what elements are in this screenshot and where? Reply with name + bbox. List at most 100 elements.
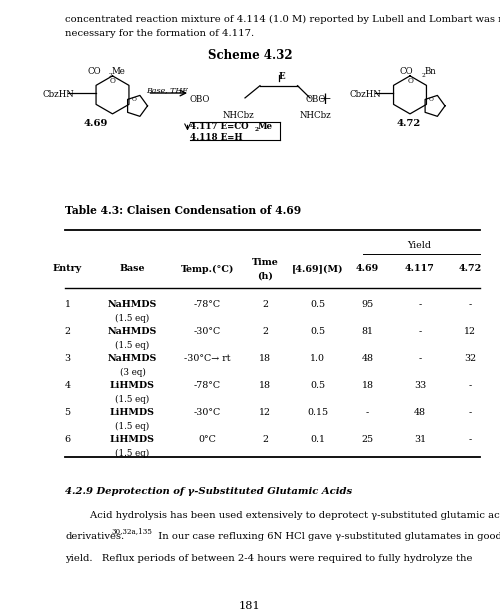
Text: NHCbz: NHCbz xyxy=(300,111,332,121)
Text: Acid hydrolysis has been used extensively to deprotect γ-substituted glutamic ac: Acid hydrolysis has been used extensivel… xyxy=(65,511,500,520)
Text: (1.5 eq): (1.5 eq) xyxy=(116,314,150,323)
Text: 2: 2 xyxy=(262,300,268,310)
Text: (1.5 eq): (1.5 eq) xyxy=(116,449,150,458)
Text: 2: 2 xyxy=(262,327,268,337)
Text: 95: 95 xyxy=(362,300,374,310)
Text: LiHMDS: LiHMDS xyxy=(110,381,155,390)
Text: 0.1: 0.1 xyxy=(310,435,325,444)
Text: 0°C: 0°C xyxy=(198,435,216,444)
Text: -30°C: -30°C xyxy=(194,408,221,417)
Text: 12: 12 xyxy=(259,408,271,417)
Text: Me: Me xyxy=(258,122,273,132)
Text: -: - xyxy=(468,408,471,417)
Text: NaHMDS: NaHMDS xyxy=(108,300,157,310)
Text: 0.5: 0.5 xyxy=(310,381,325,390)
Text: -30°C: -30°C xyxy=(194,327,221,337)
Text: E: E xyxy=(278,72,285,81)
Text: OBO: OBO xyxy=(305,95,326,104)
Text: Scheme 4.32: Scheme 4.32 xyxy=(208,49,292,62)
Text: O: O xyxy=(429,97,434,102)
Text: 181: 181 xyxy=(239,601,261,611)
Text: -78°C: -78°C xyxy=(194,381,221,390)
Text: 4.117: 4.117 xyxy=(405,264,435,274)
Text: O: O xyxy=(408,76,414,84)
Text: 25: 25 xyxy=(362,435,374,444)
Text: 3: 3 xyxy=(64,354,70,364)
Text: Base: Base xyxy=(120,264,145,274)
Text: [4.69](M): [4.69](M) xyxy=(292,264,343,274)
Text: 18: 18 xyxy=(259,381,271,390)
Text: -: - xyxy=(468,300,471,310)
Text: -: - xyxy=(468,381,471,390)
Text: 48: 48 xyxy=(362,354,374,364)
Text: Yield: Yield xyxy=(406,241,430,250)
Text: Me: Me xyxy=(112,67,126,76)
Text: 33: 33 xyxy=(414,381,426,390)
Text: 2: 2 xyxy=(109,73,113,78)
Text: 18: 18 xyxy=(259,354,271,364)
Text: (h): (h) xyxy=(257,271,273,280)
Text: concentrated reaction mixture of 4.114 (1.0 M) reported by Lubell and Lombart wa: concentrated reaction mixture of 4.114 (… xyxy=(65,15,500,24)
Text: 18: 18 xyxy=(362,381,374,390)
Text: CbzHN: CbzHN xyxy=(42,90,74,99)
Text: Temp.(°C): Temp.(°C) xyxy=(181,264,234,274)
Text: -78°C: -78°C xyxy=(194,300,221,310)
Text: LiHMDS: LiHMDS xyxy=(110,408,155,417)
Text: (3 eq): (3 eq) xyxy=(120,368,146,377)
Text: necessary for the formation of 4.117.: necessary for the formation of 4.117. xyxy=(65,29,254,39)
Text: 4: 4 xyxy=(64,381,70,390)
Text: 1.0: 1.0 xyxy=(310,354,325,364)
Text: 4.72: 4.72 xyxy=(458,264,481,274)
Text: 48: 48 xyxy=(414,408,426,417)
Text: 12: 12 xyxy=(464,327,476,337)
Text: (1.5 eq): (1.5 eq) xyxy=(116,395,150,404)
Text: 4.69: 4.69 xyxy=(84,119,108,129)
Text: -: - xyxy=(418,327,422,337)
Text: 0.5: 0.5 xyxy=(310,327,325,337)
Text: LiHMDS: LiHMDS xyxy=(110,435,155,444)
Text: O: O xyxy=(132,97,136,102)
Text: +: + xyxy=(318,91,332,108)
Text: 2: 2 xyxy=(255,127,259,132)
Text: 2: 2 xyxy=(262,435,268,444)
Text: 4.69: 4.69 xyxy=(356,264,379,274)
Text: 0.15: 0.15 xyxy=(307,408,328,417)
Text: OBO: OBO xyxy=(190,95,210,104)
Text: 4.117 E=CO: 4.117 E=CO xyxy=(190,122,248,132)
Text: Time: Time xyxy=(252,258,278,267)
Text: 2: 2 xyxy=(64,327,70,337)
Text: derivatives.: derivatives. xyxy=(65,532,124,542)
Text: Table 4.3: Claisen Condensation of 4.69: Table 4.3: Claisen Condensation of 4.69 xyxy=(65,205,301,216)
Text: yield.   Reflux periods of between 2-4 hours were required to fully hydrolyze th: yield. Reflux periods of between 2-4 hou… xyxy=(65,554,472,563)
Text: In our case refluxing 6N HCl gave γ-substituted glutamates in good: In our case refluxing 6N HCl gave γ-subs… xyxy=(152,532,500,542)
Text: Bn: Bn xyxy=(424,67,436,76)
Text: CbzHN: CbzHN xyxy=(350,90,382,99)
Text: 4.118 E=H: 4.118 E=H xyxy=(190,133,242,143)
Text: 4.72: 4.72 xyxy=(397,119,421,129)
Text: (1.5 eq): (1.5 eq) xyxy=(116,422,150,431)
Text: -: - xyxy=(418,354,422,364)
Text: 32: 32 xyxy=(464,354,476,364)
Text: Entry: Entry xyxy=(53,264,82,274)
Text: 4.2.9 Deprotection of γ-Substituted Glutamic Acids: 4.2.9 Deprotection of γ-Substituted Glut… xyxy=(65,487,352,496)
Text: -: - xyxy=(468,435,471,444)
Text: 81: 81 xyxy=(362,327,374,337)
Text: NHCbz: NHCbz xyxy=(222,111,254,121)
Text: CO: CO xyxy=(88,67,101,76)
Text: 0.5: 0.5 xyxy=(310,300,325,310)
Text: -30°C→ rt: -30°C→ rt xyxy=(184,354,231,364)
Text: 2: 2 xyxy=(422,73,425,78)
Text: 1: 1 xyxy=(64,300,70,310)
Text: -: - xyxy=(366,408,369,417)
Text: NaHMDS: NaHMDS xyxy=(108,327,157,337)
Text: (1.5 eq): (1.5 eq) xyxy=(116,341,150,350)
Text: Base, THF: Base, THF xyxy=(146,86,188,94)
Text: 30,32a,135: 30,32a,135 xyxy=(111,528,152,536)
Text: 5: 5 xyxy=(64,408,70,417)
Text: CO: CO xyxy=(400,67,413,76)
Text: -: - xyxy=(418,300,422,310)
Text: O: O xyxy=(110,76,116,84)
Text: 6: 6 xyxy=(64,435,70,444)
Text: 31: 31 xyxy=(414,435,426,444)
Text: NaHMDS: NaHMDS xyxy=(108,354,157,364)
